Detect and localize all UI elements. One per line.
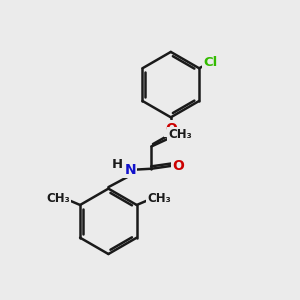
- Text: CH₃: CH₃: [147, 192, 171, 205]
- Text: CH₃: CH₃: [168, 128, 192, 141]
- Text: Cl: Cl: [203, 56, 218, 69]
- Text: CH₃: CH₃: [46, 192, 70, 205]
- Text: H: H: [112, 158, 123, 171]
- Text: O: O: [165, 122, 177, 136]
- Text: O: O: [172, 159, 184, 173]
- Text: N: N: [124, 163, 136, 177]
